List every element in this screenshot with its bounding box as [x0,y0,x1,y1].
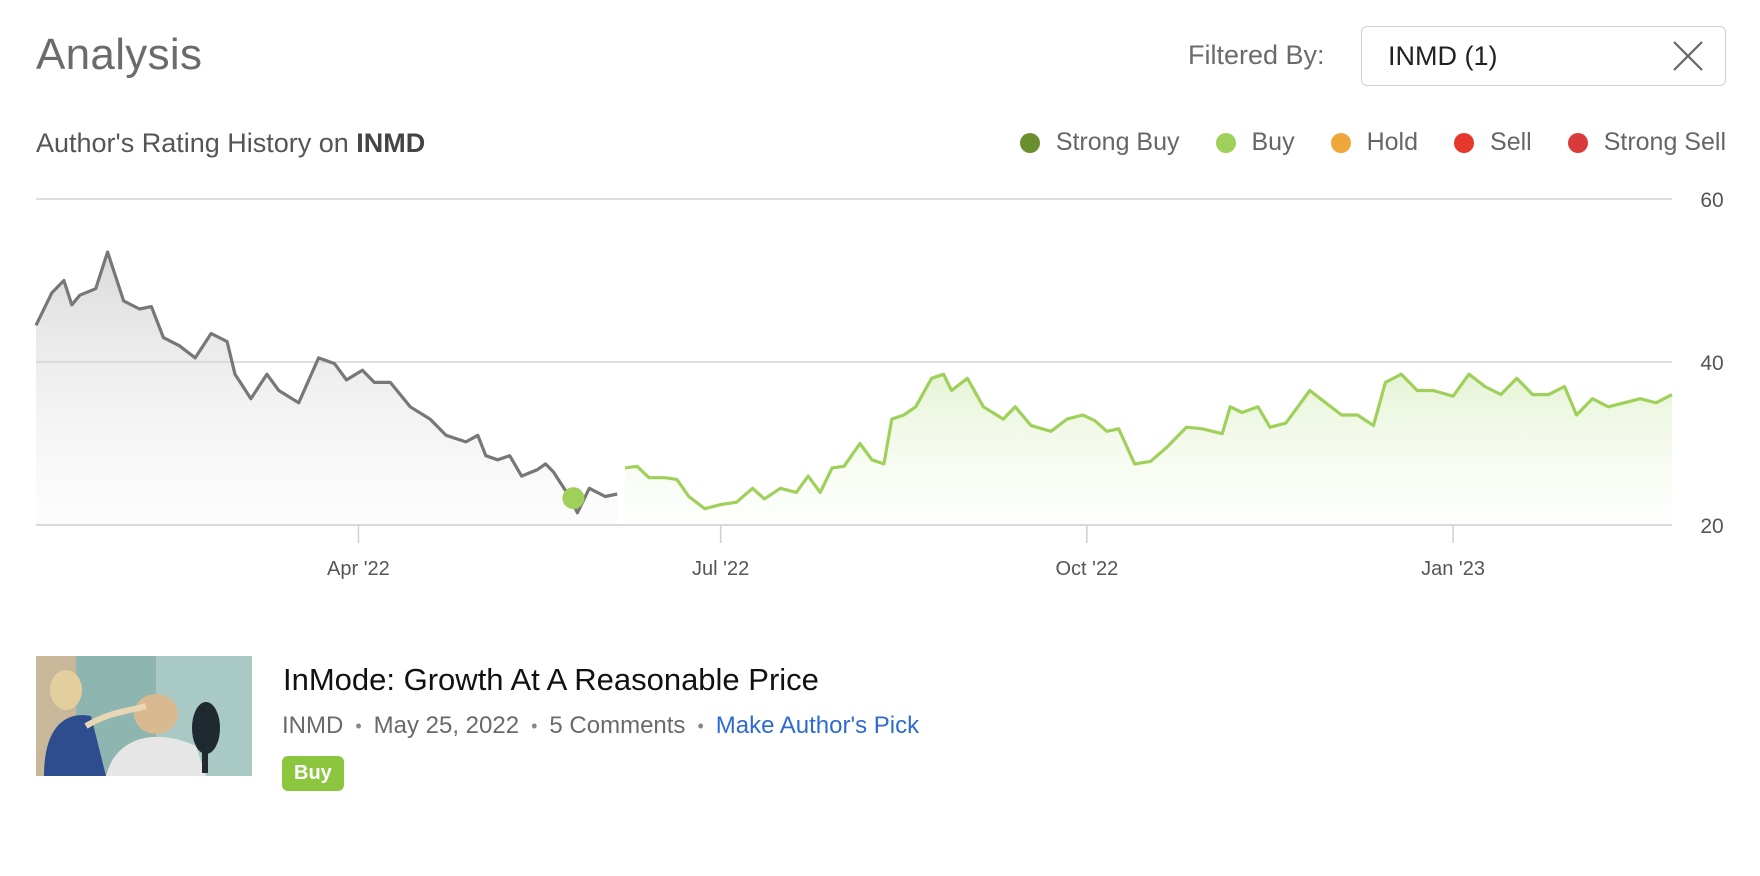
legend-label: Buy [1251,128,1295,156]
x-axis: Apr '22 Jul '22 Oct '22 Jan '23 [36,524,1672,580]
x-tick-label: Apr '22 [327,558,390,580]
meta-separator: • [531,715,538,736]
filter-label: Filtered By: [1188,40,1325,70]
clear-filter-button[interactable] [1671,39,1705,73]
legend-item-sell: Sell [1454,128,1532,157]
rating-history-ticker: INMD [356,128,426,158]
y-tick-label: 40 [1700,352,1723,375]
make-authors-pick-link[interactable]: Make Author's Pick [715,712,920,739]
y-tick-label: 20 [1700,515,1723,538]
legend-label: Strong Buy [1055,128,1180,156]
series-area [36,252,618,525]
legend-item-buy: Buy [1215,128,1295,157]
rating-marker[interactable] [562,487,585,510]
rating-history-heading: Author's Rating History on INMD [36,128,425,159]
rating-history-prefix: Author's Rating History on [36,128,357,158]
chart-lines [34,250,1673,515]
rating-badge: Buy [282,756,344,791]
legend-label: Hold [1366,128,1419,156]
article-thumbnail[interactable] [36,656,252,776]
legend-dot [1567,132,1588,153]
legend-item-hold: Hold [1330,128,1419,157]
legend-label: Sell [1490,128,1532,156]
legend-label: Strong Sell [1603,128,1726,156]
y-tick-label: 60 [1700,189,1723,212]
rating-history-chart: Apr '22 Jul '22 Oct '22 Jan '23 60 40 20 [34,189,1724,580]
meta-separator: • [355,715,362,736]
article-ticker[interactable]: INMD [282,712,344,739]
article-date: May 25, 2022 [373,712,520,739]
meta-separator: • [697,715,704,736]
x-tick-label: Oct '22 [1055,558,1118,580]
series-line [624,372,1673,511]
article-item: InMode: Growth At A Reasonable Price INM… [36,656,1336,796]
legend-dot [1330,132,1351,153]
rating-marker-group [562,487,585,510]
y-axis: 60 40 20 [1700,189,1723,538]
x-tick-label: Jan '23 [1421,558,1485,580]
series-line [34,250,618,515]
article-thumbnail-image [36,656,252,776]
series-area [625,374,1672,525]
legend-dot [1454,132,1475,153]
legend-item-strong-buy: Strong Buy [1019,128,1180,157]
page-title: Analysis [36,30,203,79]
x-tick-label: Jul '22 [692,558,749,580]
article-title[interactable]: InMode: Growth At A Reasonable Price [283,662,819,697]
legend-dot [1215,132,1236,153]
filter-value: INMD (1) [1388,41,1498,71]
legend-item-strong-sell: Strong Sell [1567,128,1726,157]
chart-areas [36,252,1672,525]
legend-dot [1019,132,1040,153]
ticker-filter[interactable]: INMD (1) [1361,26,1726,86]
rating-legend: Strong Buy Buy Hold Sell Strong Sell [984,128,1726,157]
article-meta: INMD • May 25, 2022 • 5 Comments • Make … [282,712,919,740]
article-comments[interactable]: 5 Comments [549,712,686,739]
close-icon [1673,41,1703,71]
